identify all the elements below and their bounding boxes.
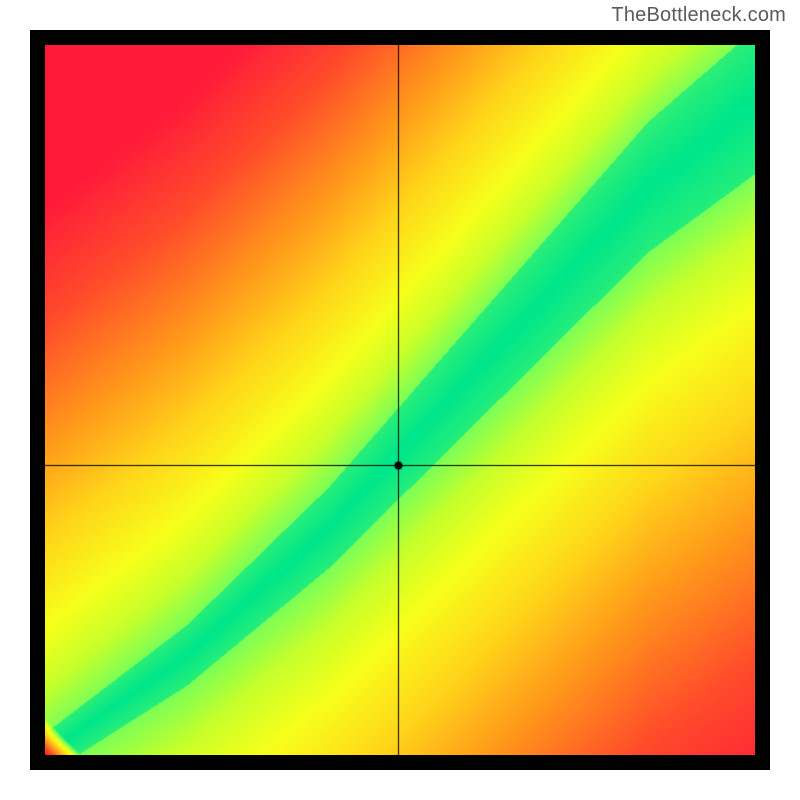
heatmap-canvas — [45, 45, 755, 755]
watermark-text: TheBottleneck.com — [611, 4, 786, 27]
chart-frame — [30, 30, 770, 770]
heatmap-chart — [45, 45, 755, 755]
chart-container: TheBottleneck.com — [0, 0, 800, 800]
